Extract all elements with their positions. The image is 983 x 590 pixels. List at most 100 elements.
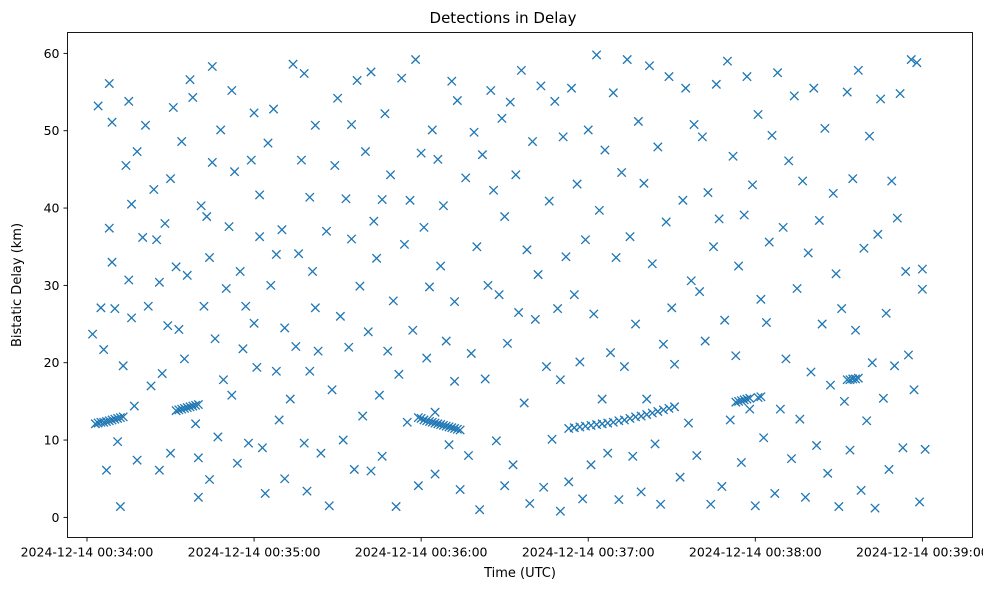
data-point — [720, 315, 730, 325]
data-point — [895, 88, 905, 99]
x-axis-label: Time (UTC) — [483, 566, 556, 581]
x-tick-label: 2024-12-14 00:37:00 — [522, 545, 655, 560]
data-point — [731, 397, 741, 407]
data-point — [477, 150, 488, 160]
data-point — [608, 417, 618, 427]
data-point — [207, 61, 217, 72]
data-point — [486, 85, 496, 96]
data-point — [519, 398, 529, 408]
data-point — [132, 146, 142, 157]
data-point — [193, 399, 204, 410]
y-axis: 0 10 20 30 40 50 60 — [44, 46, 68, 525]
data-point — [731, 351, 741, 361]
data-point — [416, 148, 426, 158]
data-point — [174, 405, 184, 415]
data-point — [461, 173, 471, 183]
data-point — [817, 319, 827, 329]
x-tick-label: 2024-12-14 00:39:00 — [856, 545, 983, 560]
data-point — [307, 266, 318, 277]
data-point — [703, 187, 713, 198]
data-point — [901, 266, 911, 277]
data-point — [377, 194, 387, 205]
data-point — [717, 481, 727, 492]
data-point — [424, 282, 435, 292]
data-point — [121, 160, 131, 171]
data-point — [344, 342, 354, 352]
data-point — [221, 283, 231, 294]
data-point — [472, 242, 482, 252]
data-point — [252, 362, 262, 373]
data-point — [396, 73, 407, 83]
data-point — [800, 492, 811, 502]
data-point — [661, 217, 671, 227]
data-point — [196, 201, 206, 211]
data-point — [254, 190, 265, 200]
data-point — [452, 95, 463, 106]
data-point — [285, 394, 295, 404]
data-point — [305, 192, 315, 202]
data-point — [669, 359, 680, 369]
data-point — [636, 487, 646, 497]
data-point — [564, 477, 574, 487]
data-point — [422, 353, 432, 363]
data-point — [452, 424, 463, 434]
data-point — [733, 261, 744, 271]
data-point — [207, 157, 217, 168]
data-point — [204, 252, 215, 263]
data-point — [881, 308, 891, 318]
data-point — [302, 486, 312, 496]
data-point — [875, 94, 886, 104]
data-point — [912, 58, 922, 68]
x-tick-label: 2024-12-14 00:34:00 — [21, 545, 154, 560]
data-point — [193, 492, 204, 502]
data-point — [736, 457, 747, 468]
data-point — [229, 167, 240, 177]
data-point — [112, 413, 123, 424]
data-point — [569, 290, 579, 300]
data-point — [483, 280, 493, 291]
data-point — [644, 61, 655, 71]
data-point — [862, 416, 872, 426]
data-point — [859, 243, 869, 253]
data-point — [96, 303, 106, 313]
y-tick-label: 10 — [44, 433, 60, 448]
data-point — [856, 485, 866, 495]
data-point — [366, 466, 376, 476]
data-point — [770, 488, 780, 499]
data-point — [667, 303, 677, 313]
data-point — [129, 401, 139, 411]
data-point — [416, 413, 426, 424]
data-point — [786, 453, 797, 464]
data-point — [118, 412, 128, 422]
data-point — [260, 488, 270, 499]
data-point — [527, 136, 538, 147]
data-point — [346, 119, 357, 130]
data-point — [171, 406, 181, 416]
data-point — [271, 366, 282, 376]
data-point — [232, 458, 243, 468]
data-point — [491, 436, 501, 446]
data-point — [160, 218, 170, 229]
data-point — [177, 136, 187, 147]
data-point — [903, 350, 914, 360]
data-point — [110, 414, 120, 424]
data-point — [497, 113, 507, 124]
data-point — [132, 455, 142, 465]
data-point — [873, 229, 883, 240]
data-point — [202, 211, 212, 222]
data-point — [653, 142, 663, 152]
data-point — [555, 506, 566, 516]
data-point — [271, 249, 282, 260]
data-point — [867, 358, 877, 368]
data-point — [792, 283, 802, 294]
data-point — [917, 264, 928, 274]
data-point — [747, 180, 758, 190]
data-point — [650, 439, 660, 449]
data-point — [402, 417, 412, 427]
data-point — [227, 390, 237, 400]
data-point — [182, 270, 192, 280]
data-point — [291, 341, 301, 352]
data-points — [87, 50, 930, 516]
data-point — [845, 445, 855, 455]
data-point — [321, 226, 332, 236]
